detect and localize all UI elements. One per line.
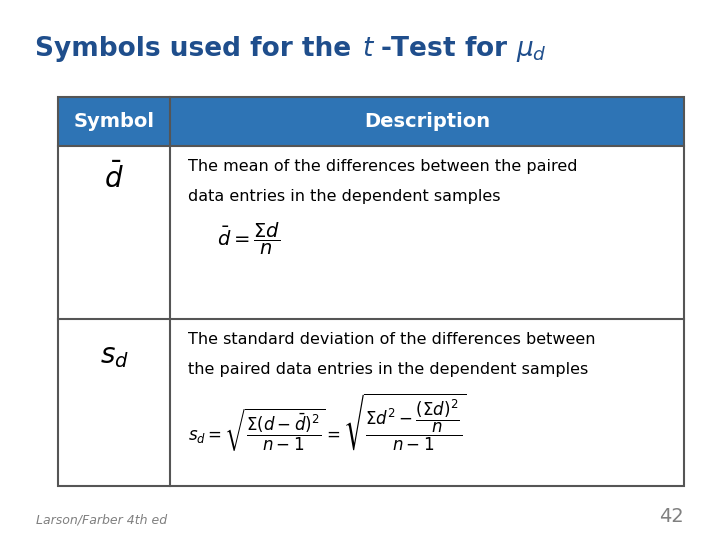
Text: $s_d$: $s_d$ <box>99 342 128 370</box>
Text: $\bar{d}$: $\bar{d}$ <box>104 163 124 194</box>
Text: Symbol: Symbol <box>73 112 155 131</box>
Text: The mean of the differences between the paired: The mean of the differences between the … <box>189 159 578 174</box>
Text: The standard deviation of the differences between: The standard deviation of the difference… <box>189 332 596 347</box>
Text: $\bar{d} = \dfrac{\Sigma d}{n}$: $\bar{d} = \dfrac{\Sigma d}{n}$ <box>217 221 280 258</box>
Text: Description: Description <box>364 112 490 131</box>
Text: data entries in the dependent samples: data entries in the dependent samples <box>189 189 501 204</box>
Text: Larson/Farber 4th ed: Larson/Farber 4th ed <box>36 514 167 526</box>
Text: -Test for $\mu_d$: -Test for $\mu_d$ <box>380 33 547 64</box>
Text: Symbols used for the: Symbols used for the <box>35 36 360 62</box>
Text: 42: 42 <box>660 508 684 526</box>
Text: $t$: $t$ <box>362 36 375 62</box>
Text: the paired data entries in the dependent samples: the paired data entries in the dependent… <box>189 362 589 377</box>
Text: $s_d = \sqrt{\dfrac{\Sigma(d-\bar{d})^2}{n-1}} = \sqrt{\dfrac{\Sigma d^2 - \dfra: $s_d = \sqrt{\dfrac{\Sigma(d-\bar{d})^2}… <box>189 392 467 453</box>
